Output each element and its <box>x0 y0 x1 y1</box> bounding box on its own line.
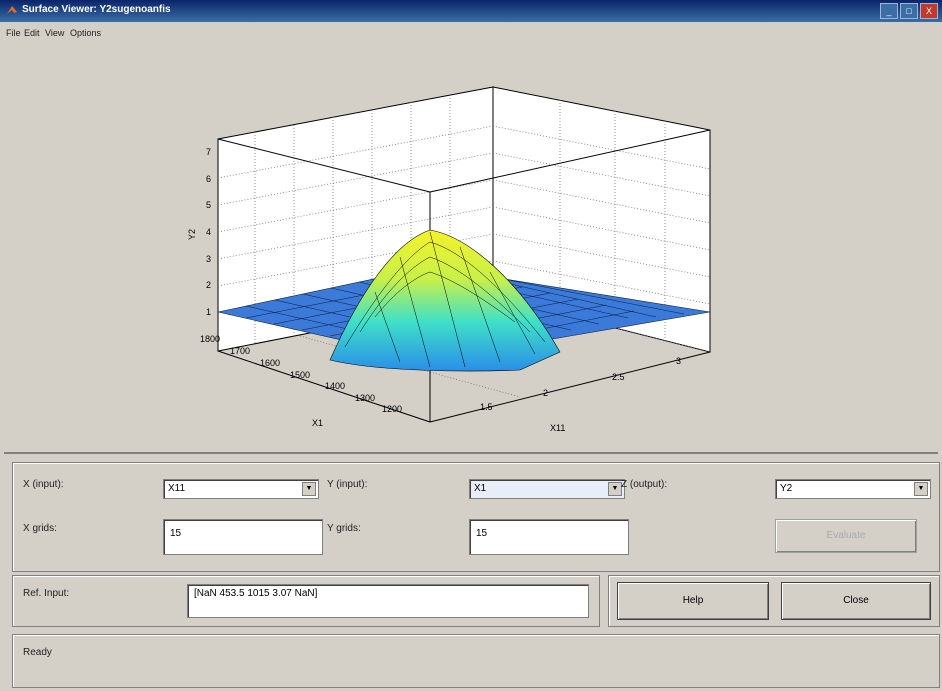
z-tick-labels: 1 2 3 4 5 6 7 <box>206 147 211 317</box>
chevron-down-icon: ▼ <box>302 482 316 496</box>
evaluate-button[interactable]: Evaluate <box>775 519 917 553</box>
z-tick: 3 <box>206 254 211 264</box>
separator <box>4 452 938 454</box>
x11-tick-labels: 1.5 2 2.5 3 <box>480 356 681 412</box>
z-tick: 1 <box>206 307 211 317</box>
peak-mesh <box>344 231 546 368</box>
action-buttons-panel: Help Close <box>608 575 940 627</box>
matlab-logo-icon <box>7 6 17 14</box>
x1-tick-labels: 1200 1300 1400 1500 1600 1700 1800 <box>200 334 402 414</box>
window-title: Surface Viewer: Y2sugenoanfis <box>22 4 171 15</box>
z-tick: 4 <box>206 227 211 237</box>
menu-options[interactable]: Options <box>70 28 102 38</box>
ref-input-value: [NaN 453.5 1015 3.07 NaN] <box>194 588 318 599</box>
ref-input-label: Ref. Input: <box>23 588 70 599</box>
x-grids-input[interactable]: 15 <box>163 519 323 555</box>
surface-plot-area: 1 2 3 4 5 6 7 Y2 1200 1300 1400 1500 160… <box>0 42 942 452</box>
y-input-label: Y (input): <box>327 479 368 490</box>
z-output-value: Y2 <box>780 483 793 494</box>
chevron-down-icon: ▼ <box>914 482 928 496</box>
x-grids-value: 15 <box>170 528 182 539</box>
close-window-button[interactable]: X <box>920 3 938 19</box>
x1-tick: 1700 <box>230 346 250 356</box>
z-output-label: Z (output): <box>621 479 668 490</box>
x11-tick: 3 <box>676 356 681 366</box>
maximize-button[interactable]: □ <box>900 3 918 19</box>
z-tick: 6 <box>206 174 211 184</box>
z-tick: 2 <box>206 280 211 290</box>
x11-axis-label: X11 <box>550 423 565 433</box>
x-grids-label: X grids: <box>23 523 57 534</box>
x11-tick: 2.5 <box>612 372 625 382</box>
y-input-value: X1 <box>474 483 487 494</box>
minimize-button[interactable]: _ <box>880 3 898 19</box>
z-output-select[interactable]: Y2 ▼ <box>775 479 931 499</box>
x1-tick: 1800 <box>200 334 220 344</box>
title-bar: Surface Viewer: Y2sugenoanfis _ □ X <box>0 0 942 22</box>
menu-file[interactable]: File <box>6 28 21 38</box>
y-grids-label: Y grids: <box>327 523 361 534</box>
x-input-value: X11 <box>168 483 186 494</box>
x11-tick: 2 <box>543 388 548 398</box>
ref-input-field[interactable]: [NaN 453.5 1015 3.07 NaN] <box>187 584 589 618</box>
x1-tick: 1400 <box>325 381 345 391</box>
x1-tick: 1500 <box>290 370 310 380</box>
status-text: Ready <box>23 647 52 658</box>
close-button[interactable]: Close <box>781 582 931 620</box>
y-grids-value: 15 <box>476 528 488 539</box>
z-tick: 7 <box>206 147 211 157</box>
y-input-select[interactable]: X1 ▼ <box>469 479 625 499</box>
menu-edit[interactable]: Edit <box>24 28 40 38</box>
chevron-down-icon: ▼ <box>608 482 622 496</box>
z-axis-label: Y2 <box>187 229 197 240</box>
surface-peak <box>329 229 561 372</box>
x11-tick: 1.5 <box>480 402 493 412</box>
y-grids-input[interactable]: 15 <box>469 519 629 555</box>
status-panel: Ready <box>12 634 940 688</box>
ref-input-panel: Ref. Input: [NaN 453.5 1015 3.07 NaN] <box>12 575 600 627</box>
x1-axis-label: X1 <box>312 418 323 428</box>
surface-plot[interactable]: 1 2 3 4 5 6 7 Y2 1200 1300 1400 1500 160… <box>0 42 942 452</box>
menu-bar: File Edit View Options <box>0 22 942 42</box>
x-input-label: X (input): <box>23 479 64 490</box>
x1-tick: 1300 <box>355 393 375 403</box>
x1-tick: 1200 <box>382 404 402 414</box>
help-button[interactable]: Help <box>617 582 769 620</box>
x-input-select[interactable]: X11 ▼ <box>163 479 319 499</box>
x1-tick: 1600 <box>260 358 280 368</box>
axes-settings-panel: X (input): X11 ▼ Y (input): X1 ▼ Z (outp… <box>12 462 940 572</box>
z-tick: 5 <box>206 200 211 210</box>
menu-view[interactable]: View <box>45 28 65 38</box>
